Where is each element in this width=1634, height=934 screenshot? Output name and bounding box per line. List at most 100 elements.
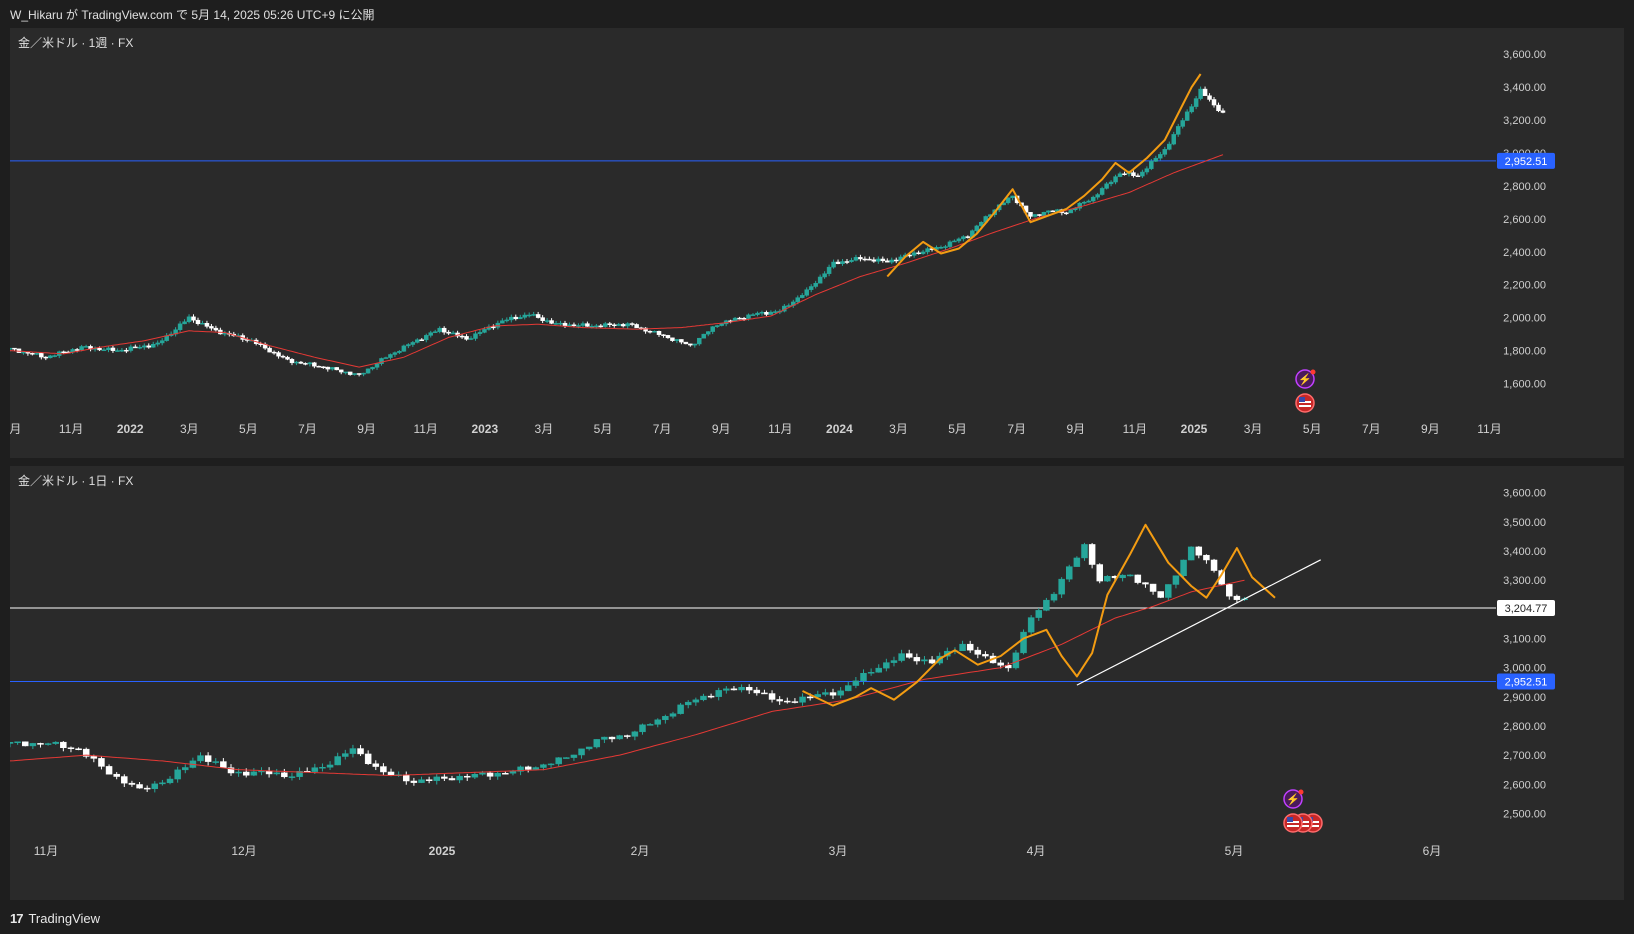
candle-body: [21, 351, 26, 354]
candle-body: [1108, 181, 1114, 185]
candle-body: [90, 756, 98, 759]
x-tick-label: 7月: [298, 422, 317, 436]
candle-body: [473, 333, 478, 339]
candle-body: [631, 731, 639, 737]
candle-body: [867, 258, 872, 261]
candle-body: [920, 251, 926, 254]
y-tick-label: 3,000.00: [1503, 663, 1546, 675]
candle-body: [182, 767, 189, 771]
lightning-glyph: ⚡: [1286, 793, 1300, 806]
candle-body: [661, 334, 666, 336]
x-tick-label: 3月: [535, 422, 554, 436]
chart-title: 金／米ドル · 1週 · FX: [18, 36, 134, 50]
candle-body: [288, 776, 296, 778]
y-tick-label: 3,600.00: [1503, 488, 1546, 500]
candle-body: [418, 779, 425, 783]
candle-body: [768, 693, 776, 700]
candle-body: [1203, 554, 1210, 561]
candle-body: [235, 771, 242, 774]
candle-body: [1027, 617, 1035, 633]
candle-body: [298, 361, 304, 364]
candle-body: [424, 335, 429, 341]
candle-body: [1086, 200, 1091, 203]
candle-body: [517, 766, 524, 772]
daily-chart-svg[interactable]: 3,600.003,500.003,400.003,300.003,200.00…: [10, 466, 1624, 900]
candle-body: [837, 690, 844, 696]
y-tick-label: 2,800.00: [1503, 181, 1546, 193]
candle-body: [321, 366, 326, 368]
candle-body: [719, 323, 724, 326]
candle-body: [334, 367, 339, 371]
pane-separator[interactable]: [10, 461, 1624, 463]
weekly-chart-svg[interactable]: 3,600.003,400.003,200.003,000.002,800.00…: [10, 28, 1624, 458]
x-tick-label: 5月: [1303, 422, 1322, 436]
candle-body: [342, 753, 349, 757]
y-tick-label: 2,900.00: [1503, 692, 1546, 704]
weekly-chart-pane[interactable]: 金／米ドル · 1週 · FX 3,600.00 3,400.00 3,200.00…: [10, 28, 1624, 458]
candle-body: [326, 764, 334, 768]
candle-body: [372, 763, 380, 767]
flag-stripe: [1287, 825, 1299, 827]
y-tick-label: 1,600.00: [1503, 379, 1546, 391]
candle-body: [352, 373, 357, 375]
candle-body: [553, 323, 559, 325]
candle-body: [425, 779, 433, 781]
candle-body: [21, 741, 29, 747]
candle-body: [1157, 591, 1164, 598]
candle-body: [276, 352, 281, 357]
candle-body: [1171, 134, 1176, 145]
candle-body: [905, 653, 913, 658]
moving-average-line: [10, 579, 1245, 777]
candle-body: [885, 260, 890, 263]
candle-body: [875, 667, 882, 673]
time-axis: [10, 838, 1624, 900]
x-tick-label: 2022: [117, 422, 144, 436]
candle-body: [849, 260, 854, 262]
x-tick-label: 2025: [1181, 422, 1208, 436]
y-tick-label: 2,500.00: [1503, 808, 1546, 820]
y-tick-label: 2,600.00: [1503, 214, 1546, 226]
candle-body: [1113, 176, 1118, 183]
candle-body: [817, 276, 823, 284]
candle-body: [643, 327, 648, 332]
trendline: [1076, 559, 1322, 686]
candle-body: [808, 286, 814, 290]
candle-body: [522, 314, 527, 318]
candle-body: [1119, 574, 1126, 579]
candle-body: [773, 311, 778, 313]
candle-body: [943, 246, 948, 248]
candle-body: [1050, 593, 1058, 601]
candle-body: [379, 358, 384, 364]
candle-body: [44, 743, 52, 745]
x-tick-label: 9月: [712, 422, 731, 436]
candle-body: [562, 322, 568, 327]
candle-body: [119, 349, 125, 352]
candle-body: [738, 687, 745, 691]
candle-body: [1180, 120, 1185, 127]
candle-body: [1211, 99, 1217, 106]
candle-body: [916, 252, 921, 255]
daily-chart-pane[interactable]: 金／米ドル · 1日 · FX 3,600.00 3,500.00 3,400.00…: [10, 466, 1624, 900]
candle-body: [746, 314, 751, 319]
candle-body: [893, 259, 899, 262]
tradingview-brand: TradingView: [28, 910, 101, 926]
candle-body: [280, 355, 286, 358]
candle-body: [737, 317, 742, 320]
candle-body: [883, 662, 890, 669]
candle-body: [549, 320, 554, 324]
candle-body: [1216, 104, 1221, 112]
candle-body: [52, 741, 59, 744]
candle-body: [406, 344, 411, 347]
candle-body: [338, 369, 344, 373]
candle-body: [594, 325, 599, 328]
lightning-icon: [1283, 789, 1303, 809]
candle-body: [826, 266, 832, 274]
lightning-icon: [1295, 369, 1315, 389]
candle-body: [124, 349, 129, 352]
candle-body: [29, 743, 37, 747]
candle-body: [502, 772, 509, 775]
candle-body: [714, 325, 720, 327]
candle-body: [281, 772, 288, 778]
candle-body: [14, 741, 21, 744]
candle-body: [1117, 173, 1123, 177]
